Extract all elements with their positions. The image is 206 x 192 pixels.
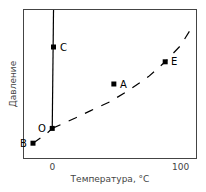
svg-text:A: A: [120, 79, 127, 90]
svg-text:Температура, °C: Температура, °C: [70, 174, 150, 184]
svg-text:Давление: Давление: [8, 60, 18, 107]
svg-text:B: B: [20, 138, 27, 149]
svg-text:E: E: [171, 56, 177, 67]
svg-text:100: 100: [172, 162, 189, 172]
svg-text:O: O: [38, 123, 46, 134]
svg-text:C: C: [60, 42, 67, 53]
svg-text:0: 0: [49, 162, 55, 172]
